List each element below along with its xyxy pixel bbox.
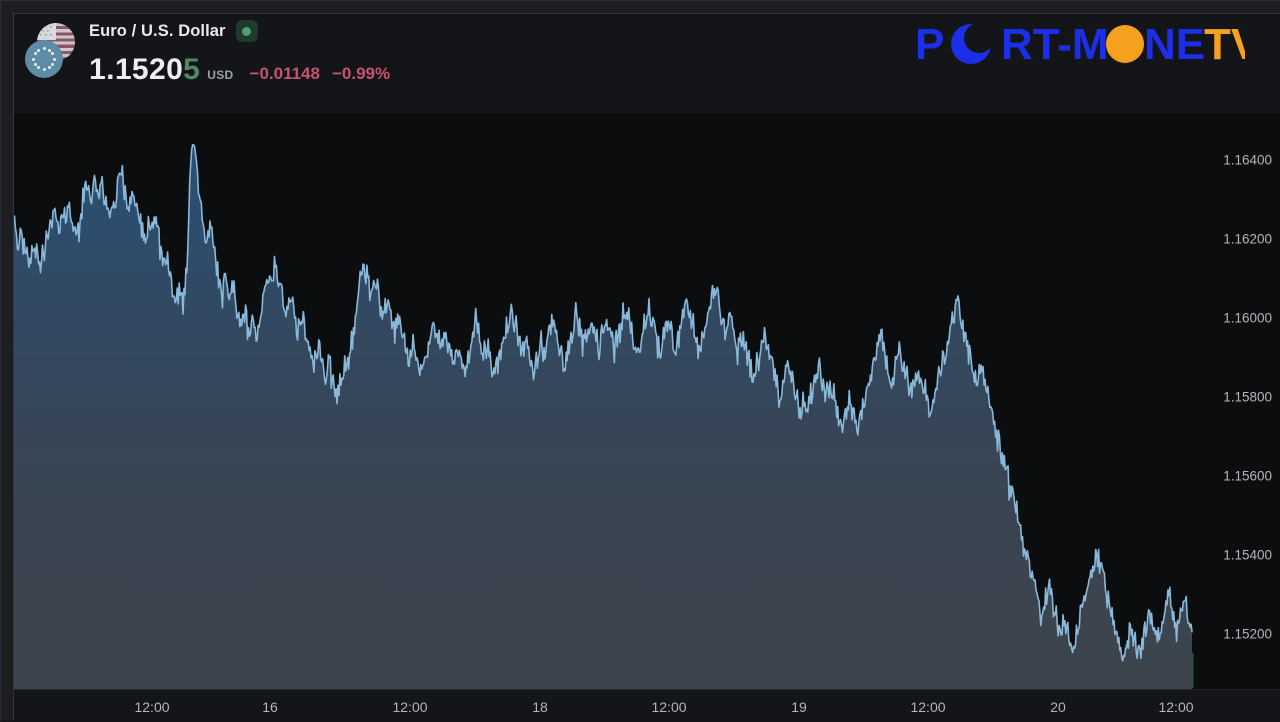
price-chart[interactable]: [2, 113, 1280, 689]
chart-header: ★ ★ ★ ★ ★ ★ ★ ★ Euro / U.S. Dollar: [1, 1, 1280, 113]
price-axis-label: 1.15200: [1223, 626, 1272, 642]
area-fill: [2, 144, 1192, 689]
eu-flag-icon: [25, 40, 63, 78]
time-axis-label: 12:00: [1158, 699, 1194, 715]
port-mone-tv-logo: P RT-M NE TV: [915, 17, 1245, 73]
chart-canvas: [2, 113, 1280, 689]
price-line: [2, 143, 1193, 662]
logo-text-ne: NE: [1144, 20, 1205, 69]
time-axis-label: 12:00: [134, 699, 170, 715]
symbol-title: Euro / U.S. Dollar: [89, 21, 226, 40]
time-axis-label: 12:00: [651, 699, 687, 715]
price-axis-label: 1.16400: [1223, 152, 1272, 168]
change-percent: −0.99%: [331, 64, 391, 83]
price-axis-label: 1.16200: [1223, 231, 1272, 247]
last-price-final-digit: 5: [183, 53, 201, 86]
frame-left-edge: [1, 1, 13, 721]
logo-text-tv: TV: [1204, 20, 1245, 69]
logo-graphic: P RT-M NE TV: [915, 20, 1245, 69]
change-absolute: −0.01148: [249, 64, 320, 83]
time-axis-label: 12:00: [910, 699, 946, 715]
time-axis-label: 12:00: [392, 699, 428, 715]
price-row: 1.15205 USD −0.01148 −0.99%: [89, 55, 390, 85]
price-axis-label: 1.15600: [1223, 468, 1272, 484]
logo-text-rt: RT-M: [1001, 20, 1109, 69]
logo-text-p: P: [915, 20, 944, 69]
time-axis-label: 20: [1050, 699, 1066, 715]
currency-pair-flags: ★ ★ ★ ★ ★ ★ ★ ★: [25, 23, 75, 79]
price-axis-label: 1.15800: [1223, 389, 1272, 405]
price-axis-label: 1.16000: [1223, 310, 1272, 326]
time-scale[interactable]: 12:00 16 12:00 18 12:00 19 12:00 20 12:00: [2, 689, 1280, 722]
currency-label: USD: [207, 68, 234, 82]
time-axis-label: 18: [532, 699, 548, 715]
last-price: 1.15205: [89, 53, 201, 86]
green-dot-icon: [242, 26, 252, 36]
crescent-moon-icon: [951, 23, 994, 64]
time-axis-label: 16: [262, 699, 278, 715]
price-scale[interactable]: 1.16400 1.16200 1.16000 1.15800 1.15600 1.154…: [1190, 113, 1280, 689]
time-axis-label: 19: [791, 699, 807, 715]
symbol-info[interactable]: ★ ★ ★ ★ ★ ★ ★ ★ Euro / U.S. Dollar: [25, 19, 390, 85]
price-axis-label: 1.15400: [1223, 547, 1272, 563]
sun-circle-icon: [1106, 25, 1144, 63]
frame-top-edge: [1, 1, 1280, 13]
market-open-status-badge[interactable]: [235, 20, 258, 42]
